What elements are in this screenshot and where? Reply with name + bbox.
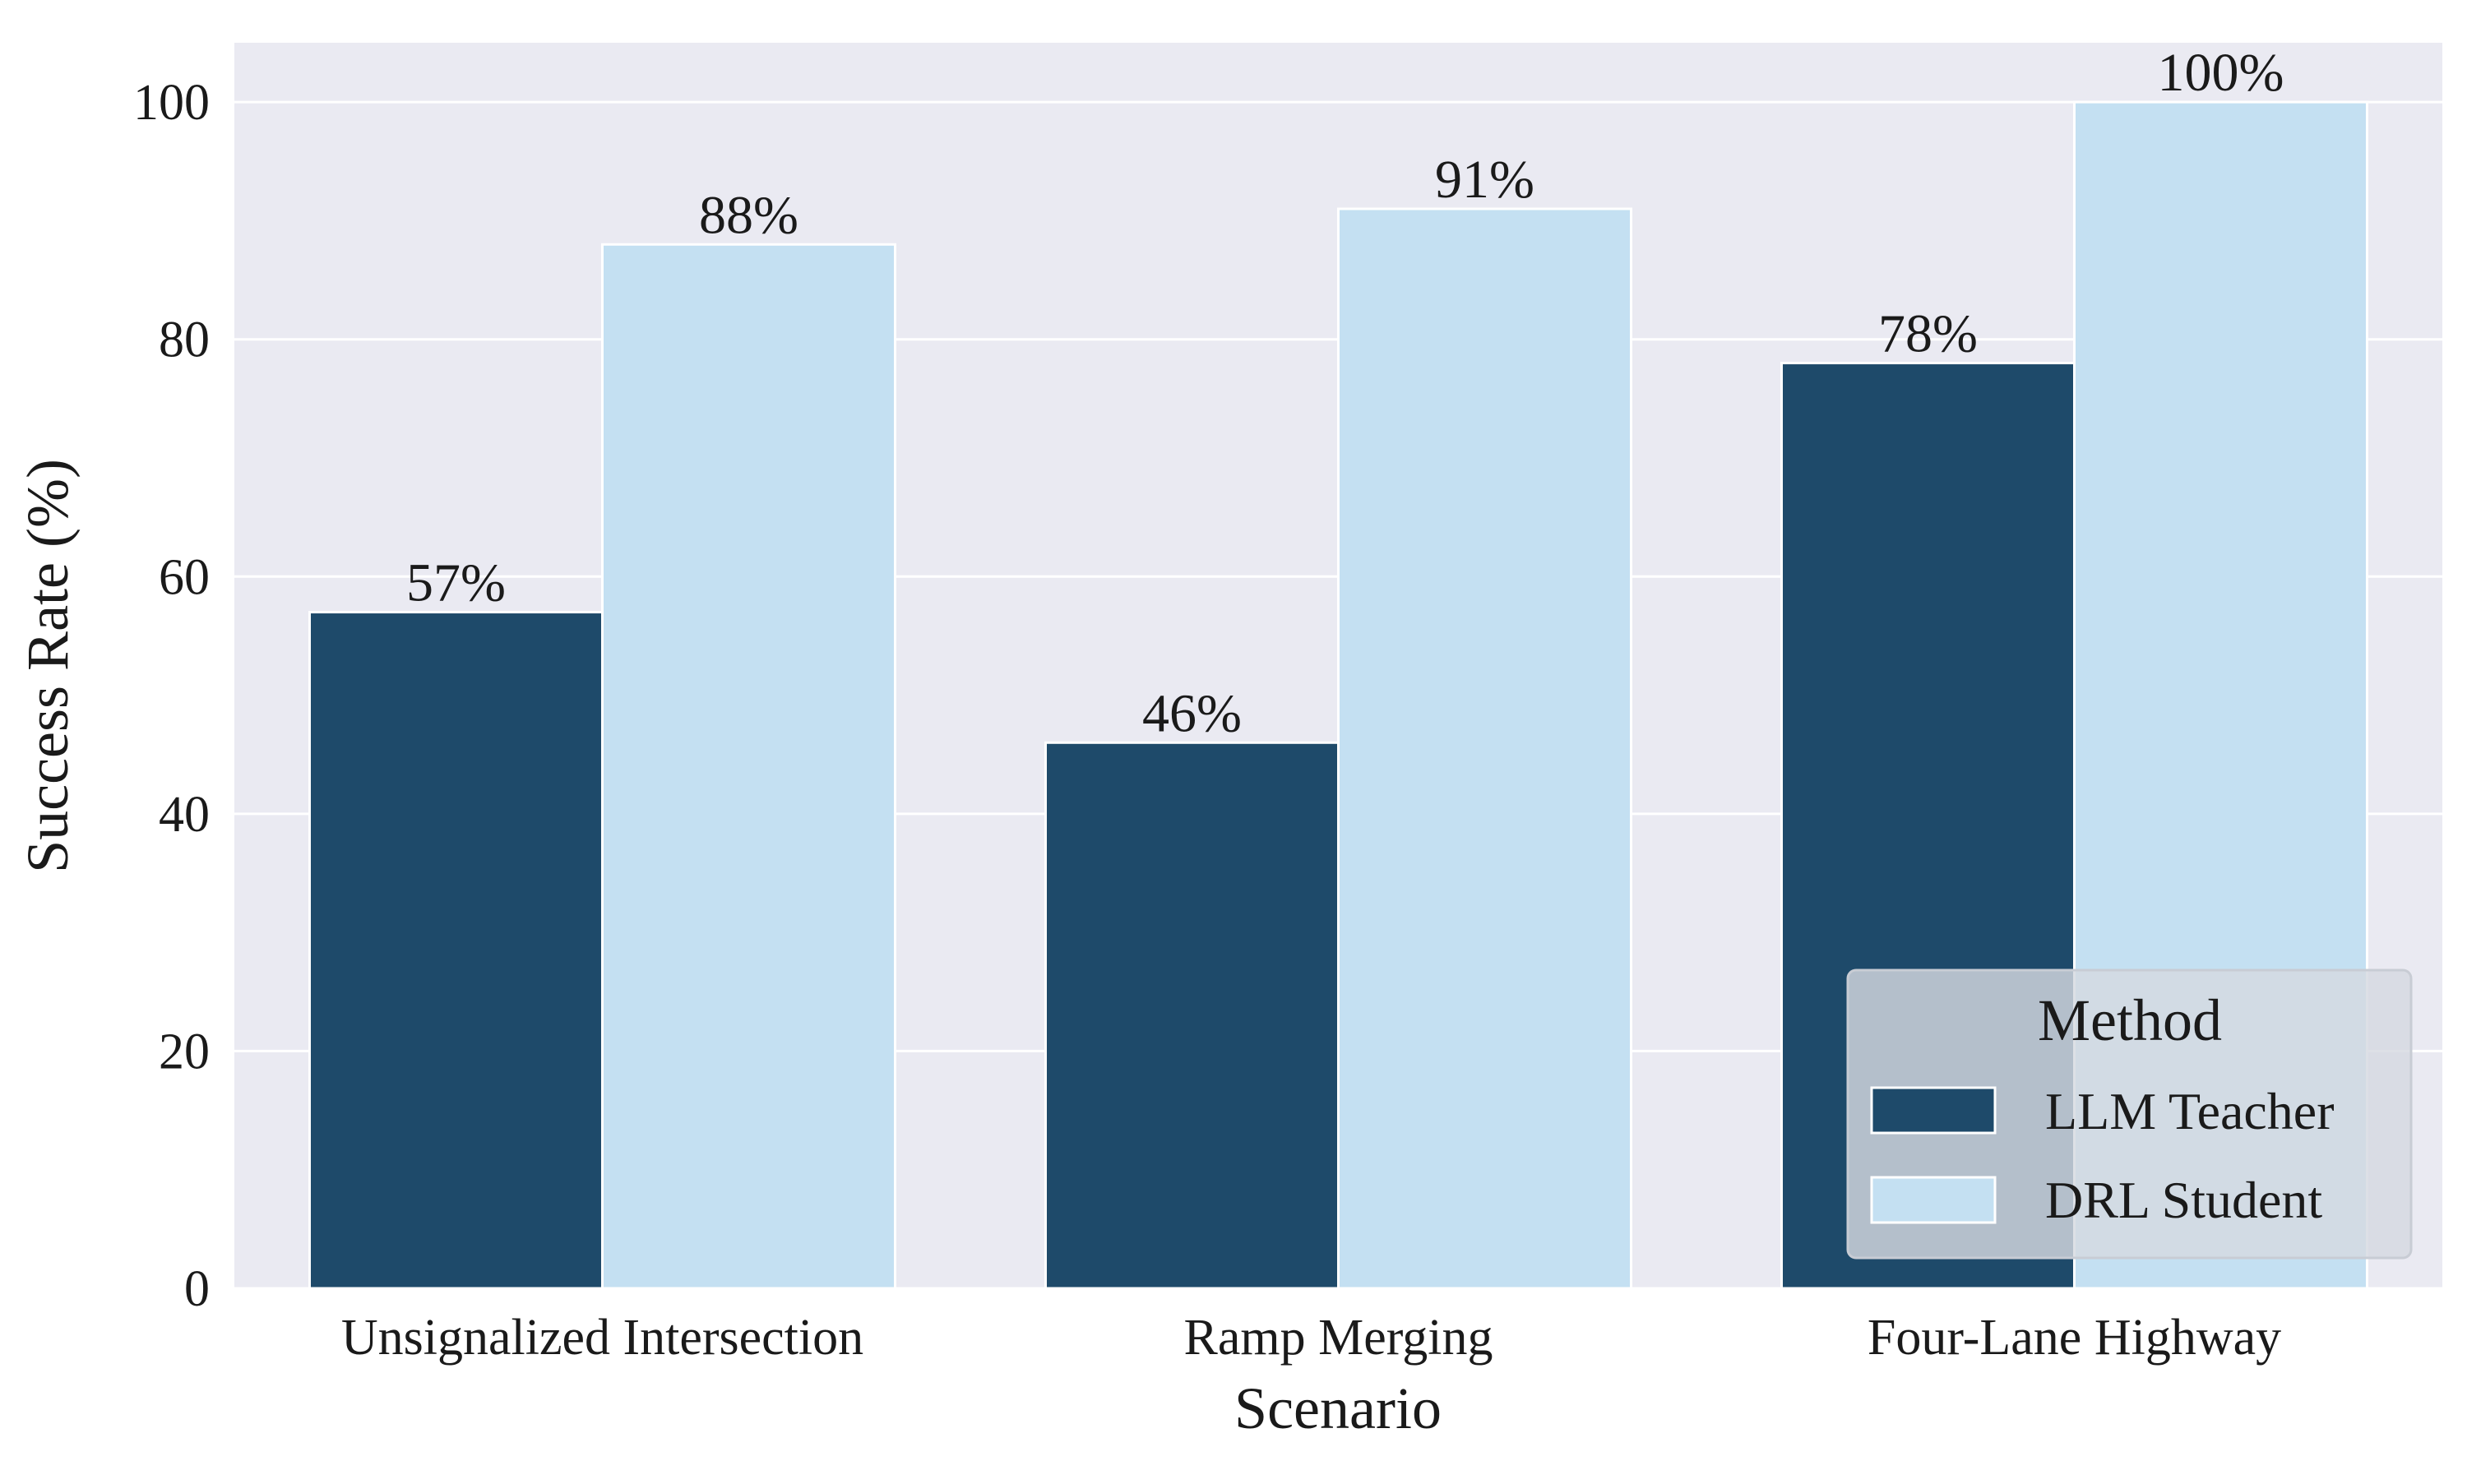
y-tick-label: 40 [159, 787, 210, 843]
x-tick-label: Four-Lane Highway [1868, 1310, 2281, 1366]
y-tick-label: 60 [159, 549, 210, 605]
data-label-drl-student: 91% [1435, 150, 1534, 210]
legend-swatch-llm-teacher [1870, 1086, 1997, 1135]
y-tick-label: 80 [159, 312, 210, 368]
legend: Method LLM Teacher DRL Student [1846, 969, 2413, 1260]
legend-title: Method [2038, 987, 2222, 1053]
x-tick-label: Ramp Merging [1184, 1310, 1493, 1366]
y-tick-label: 0 [184, 1261, 210, 1317]
data-label-drl-student: 100% [2158, 43, 2284, 103]
x-axis-label: Scenario [1234, 1375, 1442, 1441]
y-tick-label: 100 [133, 75, 210, 131]
data-label-drl-student: 88% [699, 185, 798, 245]
legend-label-llm-teacher: LLM Teacher [2045, 1082, 2335, 1140]
data-label-llm-teacher: 57% [406, 553, 506, 613]
bar-drl-student [601, 243, 896, 1290]
data-label-llm-teacher: 46% [1142, 683, 1242, 743]
x-tick-label: Unsignalized Intersection [341, 1310, 863, 1366]
bar-llm-teacher [1044, 741, 1340, 1290]
data-label-llm-teacher: 78% [1878, 304, 1978, 364]
legend-label-drl-student: DRL Student [2045, 1171, 2322, 1229]
bar-llm-teacher [308, 611, 604, 1290]
legend-swatch-drl-student [1870, 1176, 1997, 1224]
y-tick-label: 20 [159, 1024, 210, 1079]
bar-drl-student [1337, 207, 1632, 1290]
y-axis-label: Success Rate (%) [15, 459, 81, 873]
